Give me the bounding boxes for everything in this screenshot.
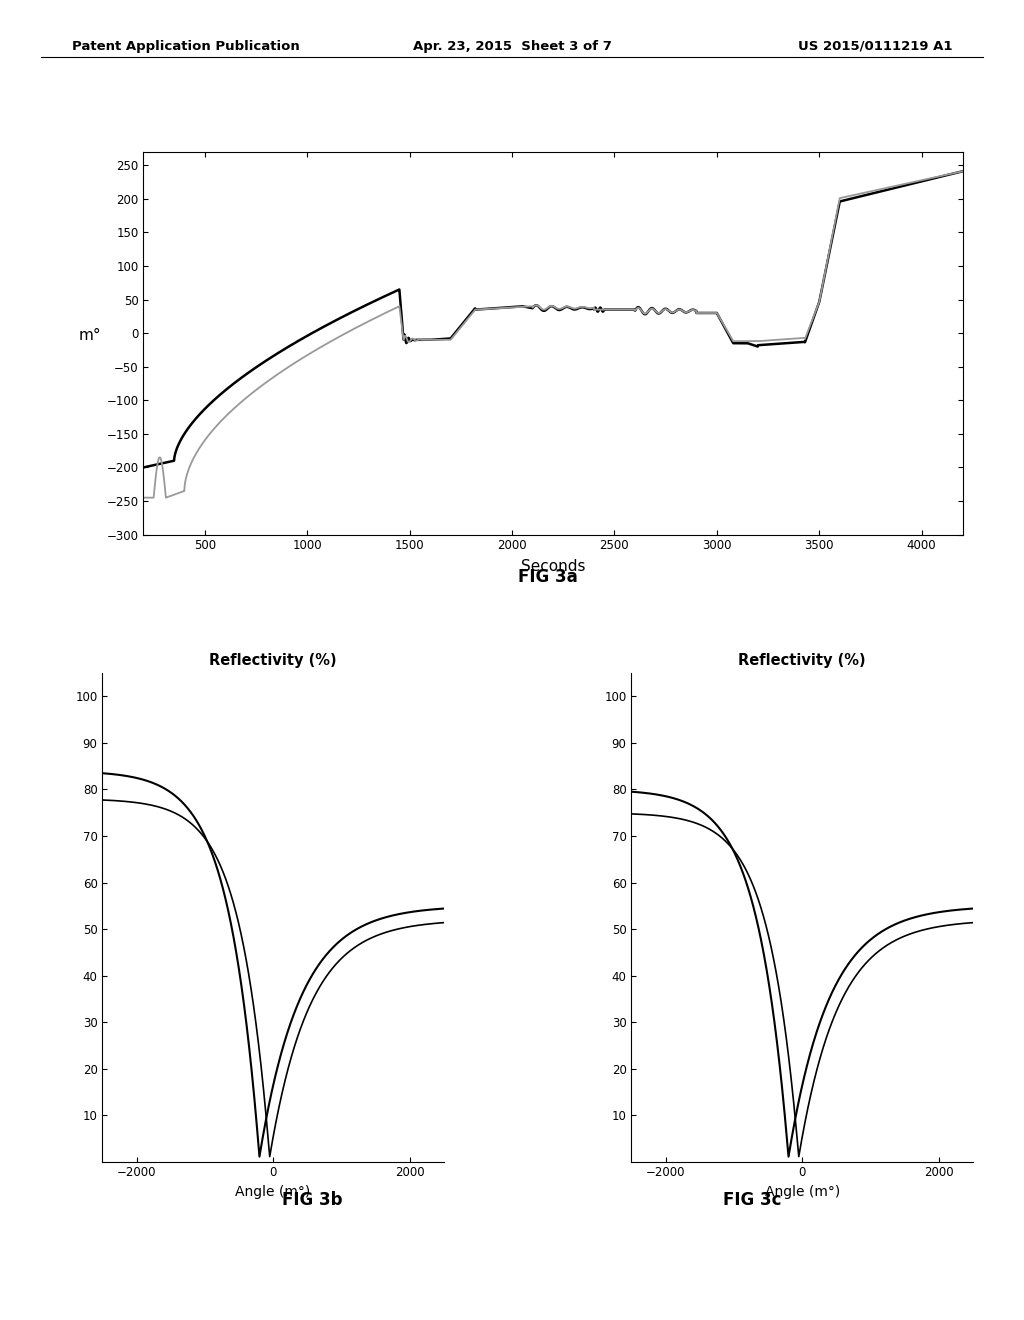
Text: Apr. 23, 2015  Sheet 3 of 7: Apr. 23, 2015 Sheet 3 of 7 bbox=[413, 40, 611, 53]
Text: FIG 3c: FIG 3c bbox=[723, 1191, 782, 1209]
X-axis label: Seconds: Seconds bbox=[521, 560, 585, 574]
Text: FIG 3a: FIG 3a bbox=[518, 568, 578, 586]
Text: US 2015/0111219 A1: US 2015/0111219 A1 bbox=[798, 40, 952, 53]
Text: FIG 3b: FIG 3b bbox=[282, 1191, 343, 1209]
Text: Patent Application Publication: Patent Application Publication bbox=[72, 40, 299, 53]
X-axis label: Angle (m°): Angle (m°) bbox=[765, 1185, 840, 1199]
Y-axis label: m°: m° bbox=[79, 329, 101, 343]
Title: Reflectivity (%): Reflectivity (%) bbox=[738, 653, 866, 668]
Title: Reflectivity (%): Reflectivity (%) bbox=[209, 653, 337, 668]
X-axis label: Angle (m°): Angle (m°) bbox=[236, 1185, 310, 1199]
